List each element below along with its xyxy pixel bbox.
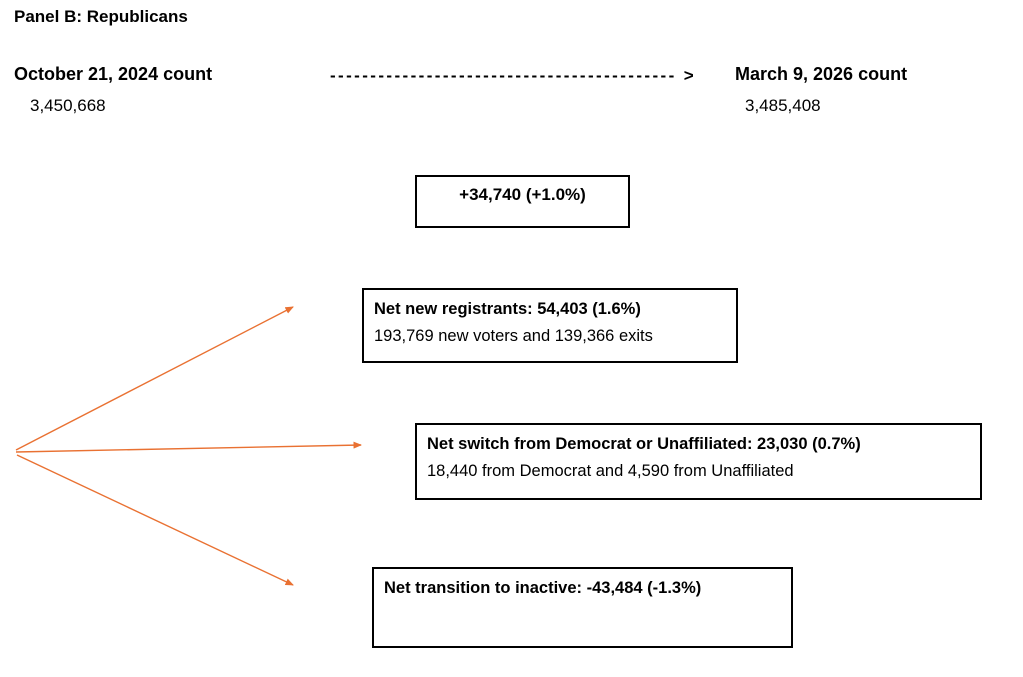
net-switch-box: Net switch from Democrat or Unaffiliated… bbox=[415, 423, 982, 500]
arrow-to-registrants bbox=[15, 306, 294, 451]
net-new-registrants-title: Net new registrants: 54,403 (1.6%) bbox=[374, 300, 641, 318]
net-new-registrants-detail: 193,769 new voters and 139,366 exits bbox=[374, 327, 653, 345]
net-change-label: +34,740 (+1.0%) bbox=[459, 185, 586, 204]
end-count-value: 3,485,408 bbox=[745, 96, 821, 115]
end-date-label: March 9, 2026 count bbox=[735, 64, 908, 84]
net-change-box: +34,740 (+1.0%) bbox=[415, 175, 630, 228]
net-inactive-title: Net transition to inactive: -43,484 (-1.… bbox=[384, 579, 702, 597]
arrow-to-inactive bbox=[16, 454, 294, 586]
timeline-dashed-arrow: ----------------------------------------… bbox=[330, 66, 697, 85]
net-switch-title: Net switch from Democrat or Unaffiliated… bbox=[427, 435, 861, 453]
net-new-registrants-box: Net new registrants: 54,403 (1.6%) 193,7… bbox=[362, 288, 738, 363]
start-date-label: October 21, 2024 count bbox=[14, 64, 213, 84]
arrow-to-switch bbox=[15, 441, 362, 453]
net-inactive-box: Net transition to inactive: -43,484 (-1.… bbox=[372, 567, 793, 648]
net-switch-detail: 18,440 from Democrat and 4,590 from Unaf… bbox=[427, 462, 794, 480]
start-count-value: 3,450,668 bbox=[30, 96, 106, 115]
panel-title: Panel B: Republicans bbox=[14, 7, 188, 26]
